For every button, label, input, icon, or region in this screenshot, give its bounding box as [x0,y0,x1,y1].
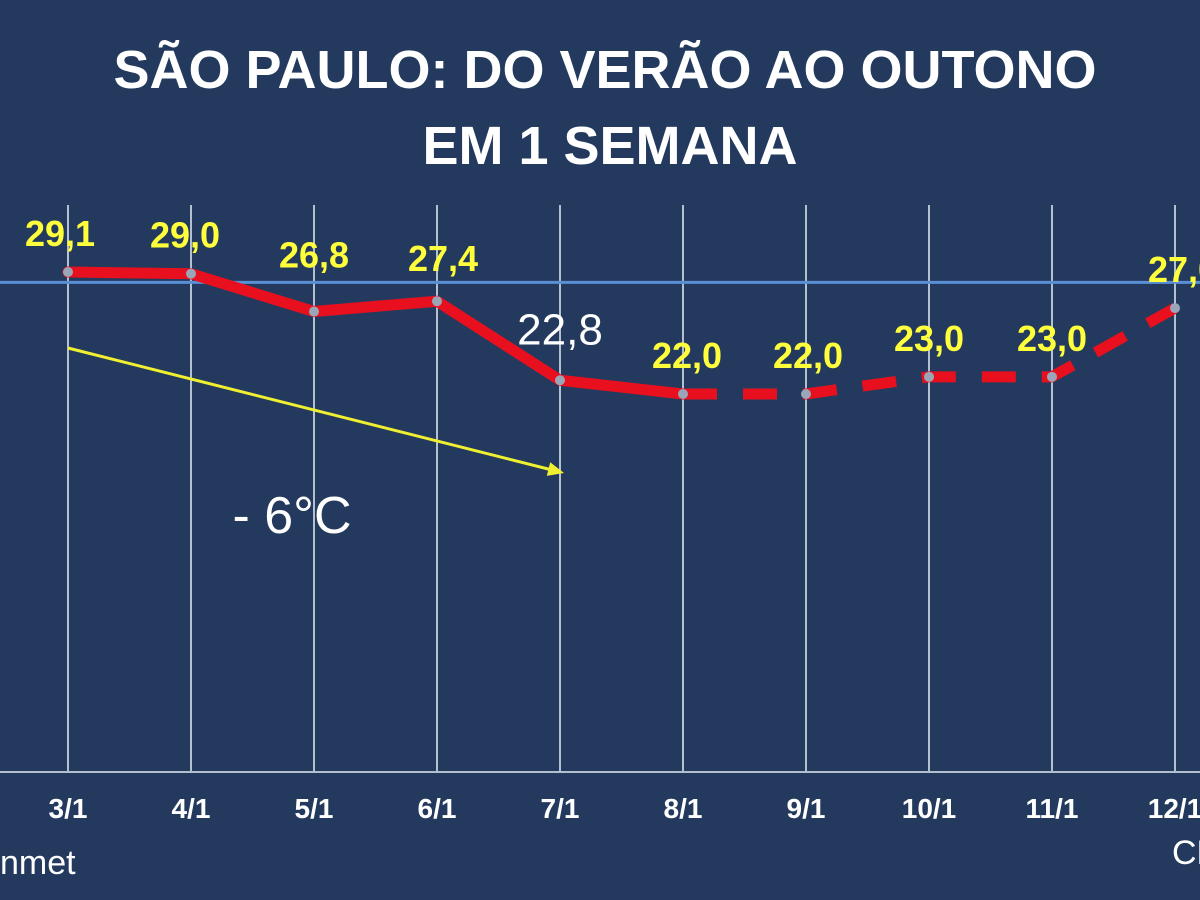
x-tick-5-1: 5/1 [295,793,334,824]
chart-title-line-1: SÃO PAULO: DO VERÃO AO OUTONO [113,40,1096,100]
data-label-3-1: 29,1 [25,213,95,254]
data-label-6-1: 27,4 [408,238,478,279]
gridlines [0,205,1200,773]
data-point-12-1 [1170,303,1180,314]
data-label-9-1: 22,0 [773,335,843,376]
data-points [63,267,1180,399]
trend-arrow [67,346,552,472]
trend-arrow-head [546,462,564,476]
source-credit-right: CL [1172,834,1200,872]
series-line [62,266,1178,400]
x-tick-4-1: 4/1 [172,793,211,824]
chart-title-line-2: EM 1 SEMANA [422,116,797,176]
x-tick-labels: 3/1 4/1 5/1 6/1 7/1 8/1 9/1 10/1 11/1 12/1 [49,793,1200,824]
data-label-11-1: 23,0 [1017,318,1087,359]
data-label-8-1: 22,0 [652,335,722,376]
x-tick-12-1: 12/1 [1148,793,1200,824]
data-point-7-1 [555,375,565,386]
x-tick-6-1: 6/1 [418,793,457,824]
x-tick-10-1: 10/1 [902,793,957,824]
x-tick-9-1: 9/1 [787,793,826,824]
x-tick-8-1: 8/1 [664,793,703,824]
data-label-5-1: 26,8 [279,235,349,276]
data-labels: 29,1 29,0 26,8 27,4 22,8 22,0 22,0 23,0 23,0 27,0 [25,213,1200,376]
data-point-8-1 [678,389,688,399]
data-label-4-1: 29,0 [150,215,220,256]
data-point-10-1 [924,371,934,382]
series-line-observed [62,266,689,400]
source-credit-left: nmet [0,844,76,882]
data-label-10-1: 23,0 [894,318,964,359]
data-point-6-1 [432,296,442,307]
x-tick-7-1: 7/1 [541,793,580,824]
data-point-5-1 [309,306,319,317]
data-point-4-1 [186,268,196,279]
data-label-7-1: 22,8 [517,305,603,354]
x-tick-11-1: 11/1 [1026,793,1079,824]
data-point-9-1 [801,389,811,399]
data-point-11-1 [1047,371,1057,382]
x-tick-3-1: 3/1 [49,793,88,824]
data-point-3-1 [63,267,73,278]
data-label-12-1: 27,0 [1148,249,1200,290]
temperature-drop-annotation: - 6°C [232,487,351,545]
